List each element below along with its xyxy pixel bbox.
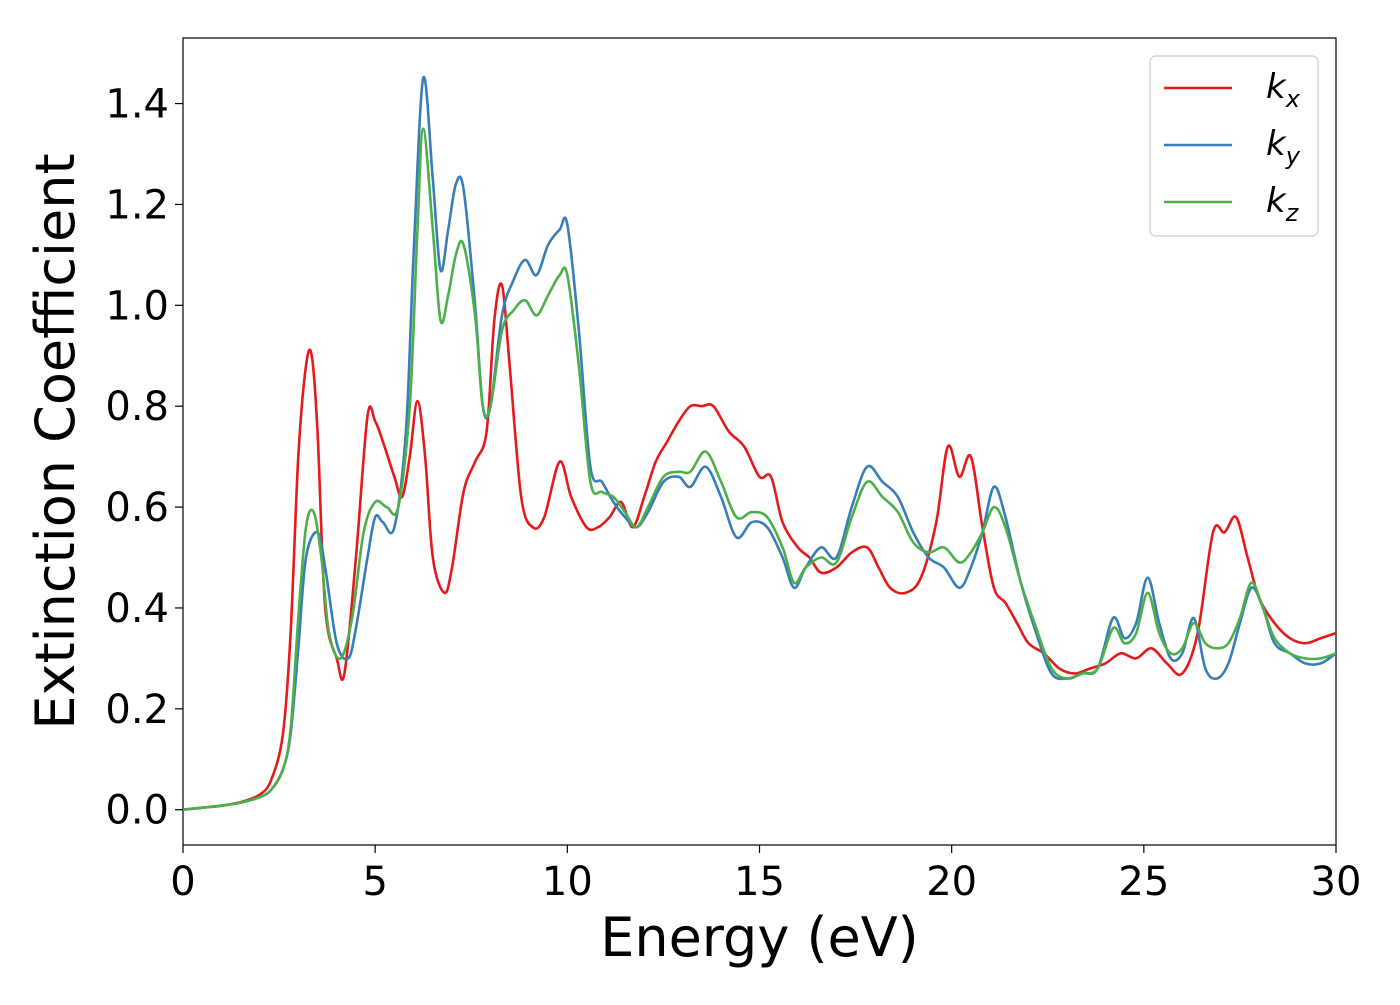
- y-axis-ticks: 0.0 0.2 0.4 0.6 0.8 1.0 1.2 1.4: [105, 82, 183, 834]
- x-tick-label: 0: [170, 859, 195, 905]
- series-line-ky: [183, 75, 1336, 811]
- legend-items: kx ky kz: [1164, 67, 1301, 227]
- x-tick-label: 5: [362, 859, 387, 905]
- y-tick-label: 1.2: [105, 182, 169, 228]
- legend-item-ky: ky: [1164, 124, 1301, 170]
- legend-item-kz: kz: [1164, 181, 1300, 227]
- x-tick-label: 30: [1311, 859, 1362, 905]
- y-tick-label: 0.0: [105, 788, 169, 834]
- legend-label: kz: [1266, 181, 1300, 227]
- series-line-kx: [183, 282, 1336, 811]
- y-tick-label: 1.4: [105, 82, 169, 128]
- plot-area: 0 5 10 15 20 25 30 0.0 0.2 0.4 0.6 0.8 1.0 1.2 1.4: [105, 37, 1361, 905]
- x-tick-label: 20: [926, 859, 977, 905]
- x-axis-ticks: 0 5 10 15 20 25 30: [170, 845, 1361, 905]
- series-line-kz: [183, 127, 1336, 811]
- y-tick-label: 0.4: [105, 586, 169, 632]
- legend-box: [1149, 55, 1319, 237]
- y-tick-label: 0.8: [105, 384, 169, 430]
- x-tick-label: 10: [542, 859, 593, 905]
- y-tick-label: 0.6: [105, 485, 169, 531]
- x-tick-label: 25: [1118, 859, 1169, 905]
- x-axis-label: Energy (eV): [600, 906, 919, 969]
- x-tick-label: 15: [734, 859, 785, 905]
- y-tick-label: 0.2: [105, 687, 169, 733]
- legend: kx ky kz: [1149, 55, 1319, 237]
- legend-item-kx: kx: [1164, 67, 1301, 113]
- y-tick-label: 1.0: [105, 283, 169, 329]
- y-axis-label: Extinction Coefficient: [24, 153, 87, 729]
- series-group: [183, 75, 1336, 811]
- legend-label: kx: [1266, 67, 1301, 113]
- legend-label: ky: [1266, 124, 1301, 170]
